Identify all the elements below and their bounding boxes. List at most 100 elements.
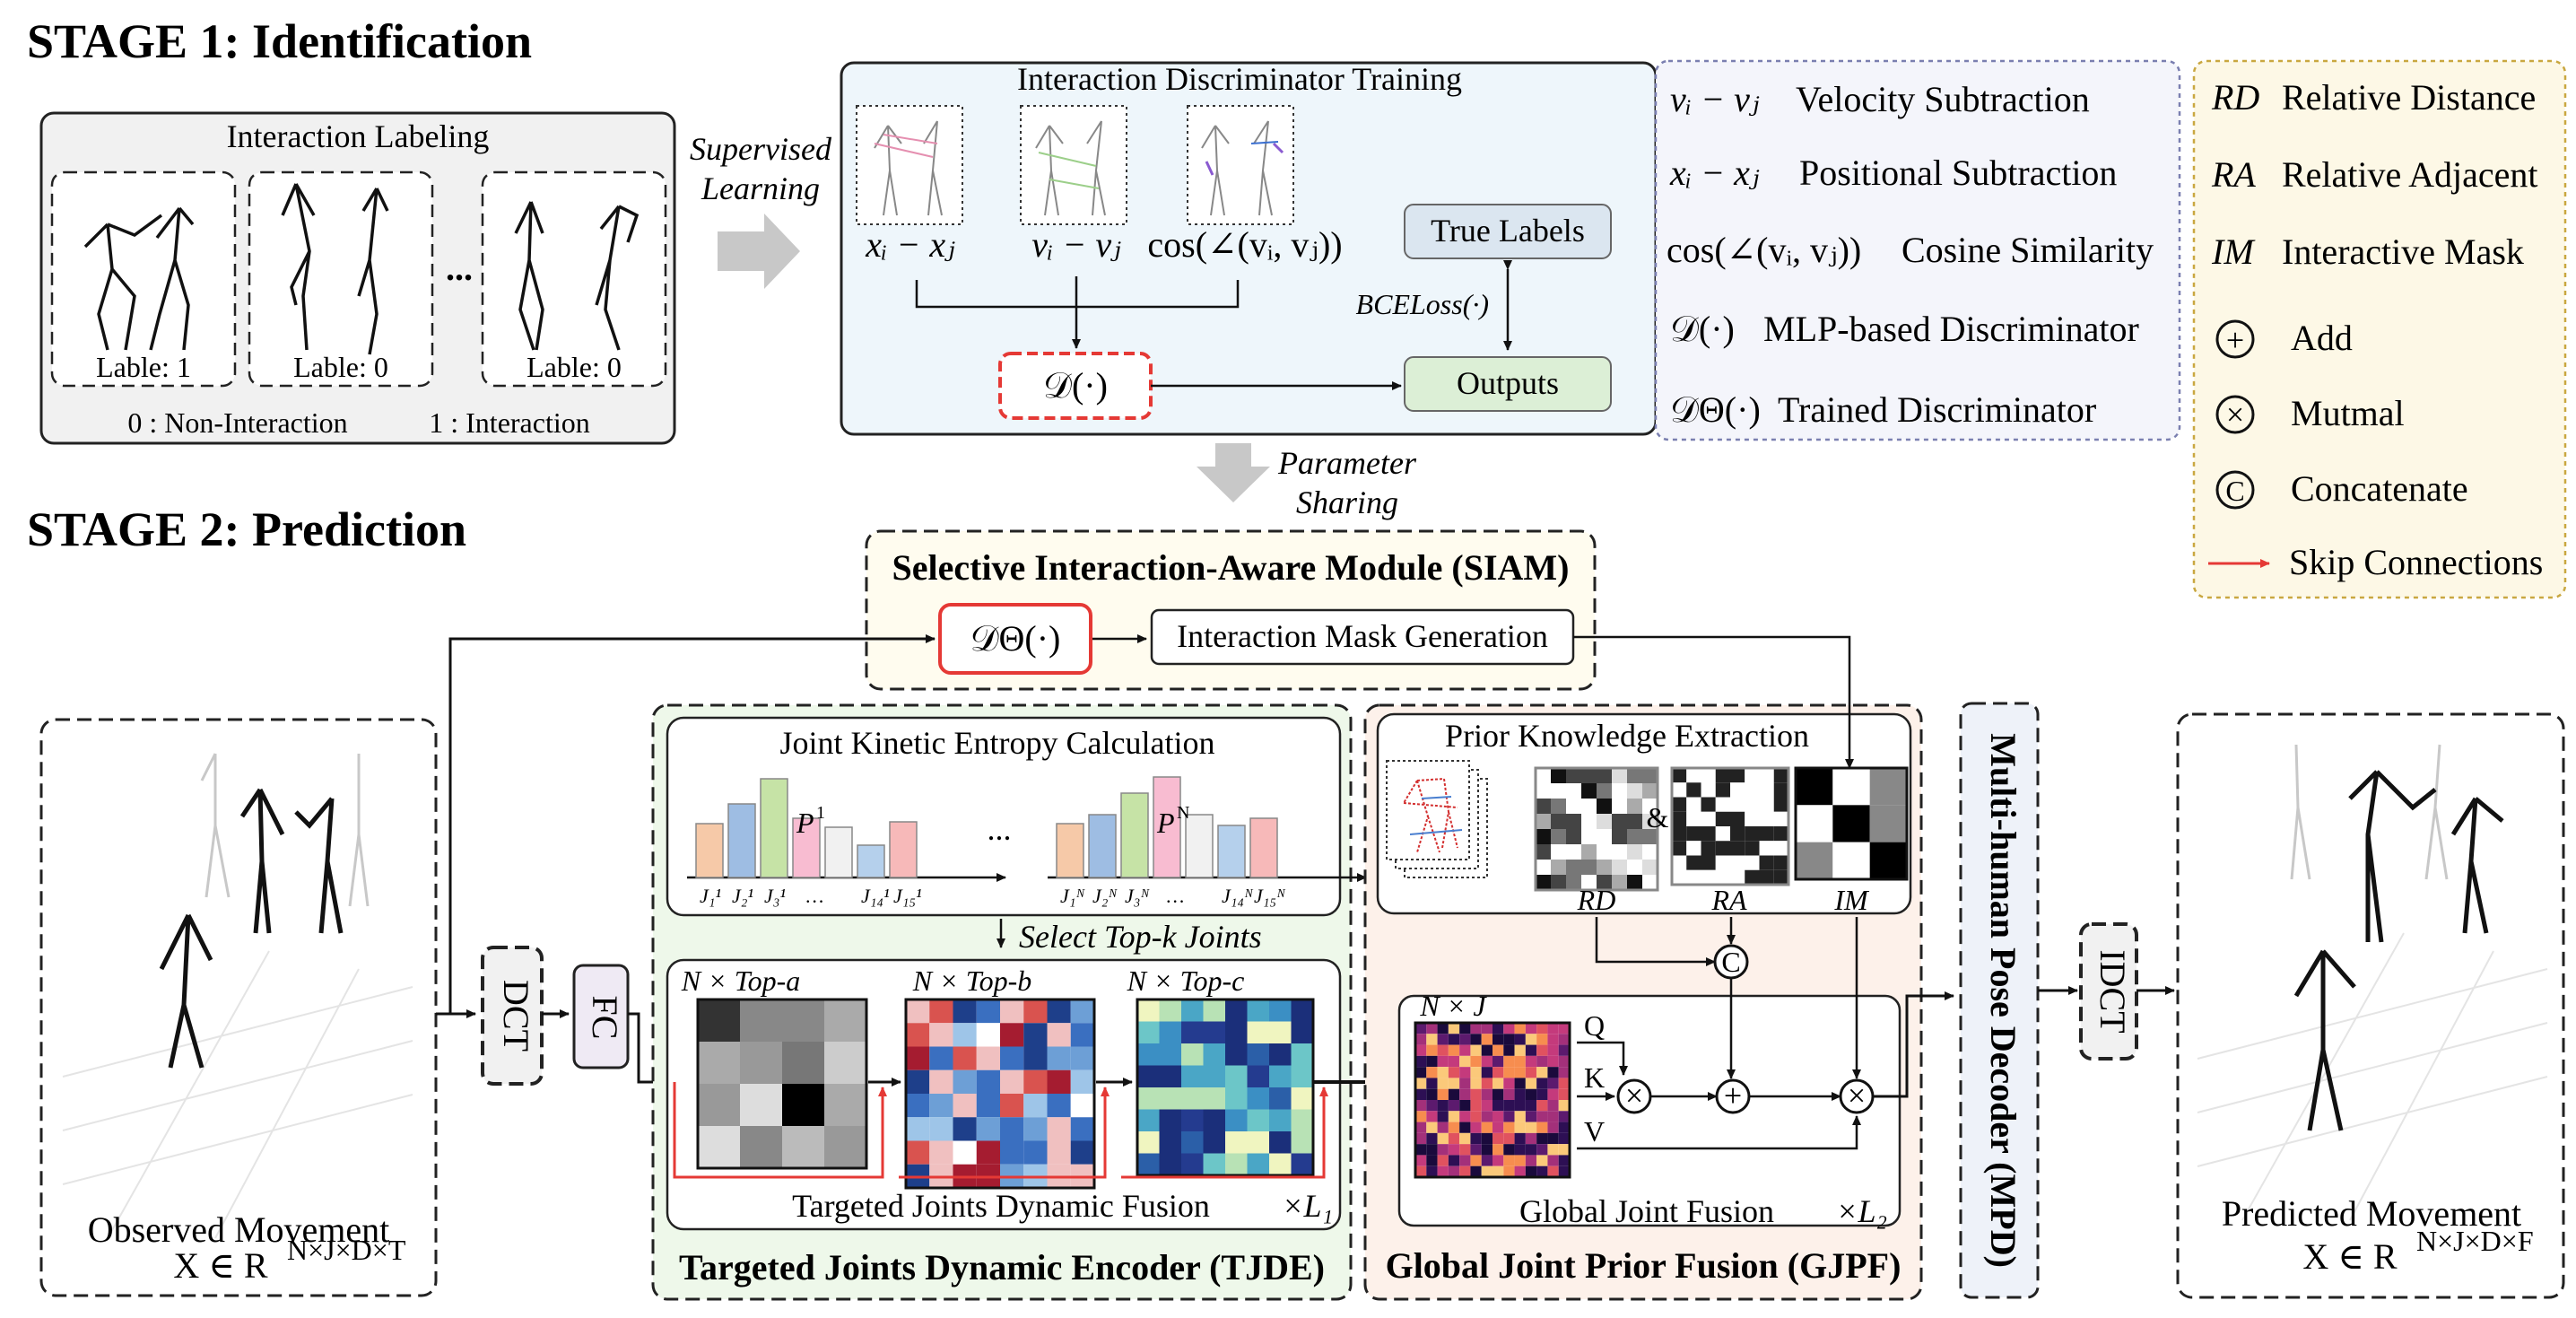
matrix-cell [906,1023,930,1047]
matrix-cell [1203,1109,1225,1131]
matrix-cell [1715,797,1730,812]
legend-non-interaction: 0 : Non-Interaction [127,406,347,439]
matrix-cell [1536,844,1551,860]
matrix-cell [1493,1044,1504,1056]
matrix-cell [929,1117,953,1141]
dynamic-fusion-label: Targeted Joints Dynamic Fusion [792,1188,1210,1224]
entropy-tick-label: J₂ᴺ [1092,885,1118,907]
matrix-cell [1642,799,1658,814]
matrix-cell [1000,1069,1024,1094]
matrix-cell [1203,1087,1225,1110]
matrix-cell [1459,1122,1471,1133]
matrix-cell [1503,1144,1515,1156]
matrix-cell [1159,999,1181,1022]
matrix-cell [1551,814,1566,829]
matrix-cell [1759,869,1774,885]
matrix-cell [1558,1111,1570,1122]
matrix-cell [1525,1078,1537,1089]
matrix-cell [1642,783,1658,799]
matrix-cell [1642,768,1658,783]
matrix-cell [1459,1155,1471,1166]
matrix-cell [1773,811,1788,826]
matrix-cell [1642,844,1658,860]
matrix-cell [1642,814,1658,829]
skip-connection-1 [673,1082,887,1179]
matrix-cell [1269,1021,1292,1043]
mlp-discriminator-label: 𝒟(·) [1043,365,1108,406]
matrix-cell [1514,1165,1526,1177]
im-matrix [1794,766,1909,881]
matrix-cell [1437,1111,1449,1122]
matrix-cell [906,1117,930,1141]
svg-text:+: + [2226,322,2244,358]
matrix-cell [1672,811,1687,826]
entropy-p-sup: N [1177,803,1189,823]
observed-formula: X ∈ R [173,1245,267,1286]
matrix-cell [1745,869,1760,885]
matrix-cell [1426,1155,1438,1166]
matrix-cell [1415,1100,1427,1112]
true-labels-box [1404,204,1612,259]
matrix-cell [1291,1153,1313,1175]
matrix-cell [1247,999,1269,1022]
matrix-cell [1612,829,1627,844]
matrix-cell [1536,768,1551,783]
matrix-cell [1701,811,1716,826]
matrix-cell [1686,797,1701,812]
matrix-cell [1686,841,1701,856]
matrix-cell [906,1069,930,1094]
entropy-tick-label: J₃ᴺ [1125,885,1150,907]
matrix-cell [1715,826,1730,842]
matrix-cell [1536,1155,1548,1166]
entropy-title: Joint Kinetic Entropy Calculation [780,725,1215,761]
matrix-cell [1481,1078,1493,1089]
matrix-cell [1536,829,1551,844]
matrix-cell [1023,1140,1048,1165]
legend1-label-4: MLP-based Discriminator [1763,309,2139,349]
matrix-cell [1503,1111,1515,1122]
trained-discriminator-box [938,603,1092,675]
global-joint-fusion-label: Global Joint Fusion [1519,1193,1774,1229]
formula-vel-sub: vᵢ − vⱼ [1031,224,1121,265]
matrix-cell [1426,1044,1438,1056]
matrix-cell [1796,842,1833,879]
matrix-cell [1730,869,1745,885]
idct-block: IDCT [2079,922,2138,1061]
matrix-cell [1551,799,1566,814]
skip-connection-3 [1121,1087,1328,1179]
matrix-cell [1493,1132,1504,1145]
matrix-cell [1493,1165,1504,1177]
matrix-cell [1437,1088,1449,1100]
fc-block: FC [572,964,630,1069]
entropy-bar [889,821,918,878]
gjpf-repeat-l2: ×L₂ [1836,1193,1887,1229]
matrix-cell [1203,1043,1225,1066]
matrix-cell [1551,875,1566,890]
matrix-cell [1536,860,1551,875]
matrix-cell [1566,814,1581,829]
matrix-cell [1159,1109,1181,1131]
matrix-cell [1536,1023,1548,1034]
matrix-cell [1566,875,1581,890]
matrix-cell [1558,1155,1570,1166]
matrix-cell [1426,1055,1438,1068]
matrix-cell [929,1069,953,1094]
top-c-label: N × Top-c [1127,964,1245,997]
matrix-cell [1470,1055,1482,1068]
matrix-cell [1773,855,1788,870]
matrix-cell [1481,1144,1493,1156]
legend1-sym-2: xᵢ − xⱼ [1669,153,1760,193]
supervised-word-1: Supervised [690,131,832,167]
matrix-cell [906,999,930,1024]
final-mult-label: × [1848,1078,1866,1113]
entropy-bar [1120,792,1149,878]
matrix-cell [1612,814,1627,829]
matrix-cell [1627,783,1642,799]
matrix-cell [824,1126,866,1168]
matrix-cell [1597,799,1612,814]
label-card-1-text: Lable: 1 [96,351,191,383]
supervised-arrow-shape [718,214,800,289]
matrix-cell [1225,1131,1248,1154]
matrix-cell [1181,1021,1204,1043]
gjpf-title: Global Joint Prior Fusion (GJPF) [1386,1245,1902,1286]
